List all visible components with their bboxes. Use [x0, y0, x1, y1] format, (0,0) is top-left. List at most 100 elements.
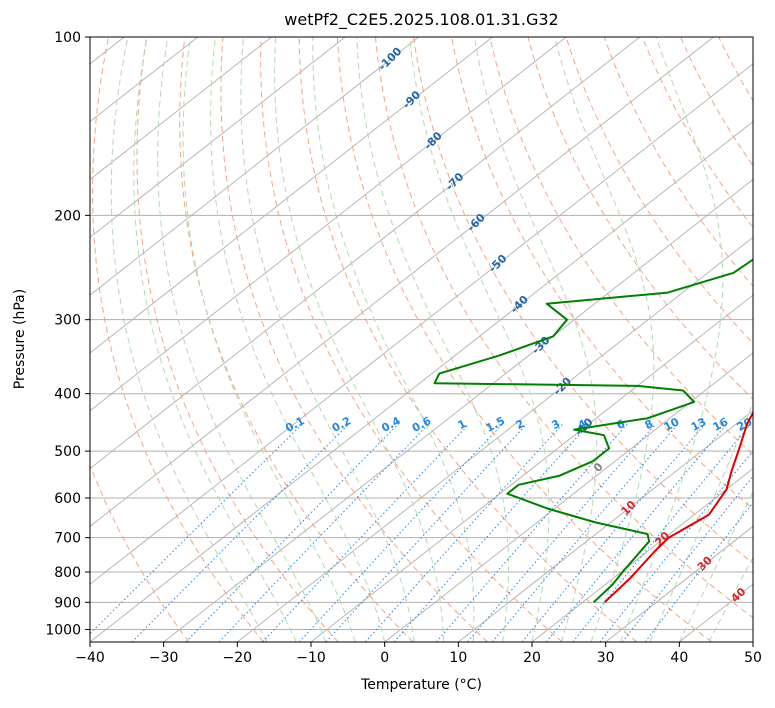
moist-adiabat-line — [649, 401, 753, 642]
isotherm-line — [90, 37, 420, 296]
mixing-ratio-label: 1 — [456, 417, 469, 432]
moist-adiabat-label: 20 — [652, 529, 672, 549]
mixing-ratio-label: 0.4 — [379, 414, 403, 435]
isotherm-line — [90, 37, 199, 123]
mixing-ratio-line — [393, 423, 590, 642]
mixing-ratio-label: 6 — [614, 417, 627, 432]
moist-adiabat-line — [708, 556, 753, 642]
temperature-profile-line — [603, 410, 753, 604]
isotherm-label: -90 — [400, 88, 423, 111]
y-tick-label: 500 — [54, 444, 81, 460]
mixing-ratio-line — [131, 423, 350, 642]
mixing-ratio-line — [545, 423, 728, 642]
y-tick-label: 900 — [54, 595, 81, 611]
x-tick-label: −40 — [75, 650, 105, 666]
dry-adiabat-line — [375, 37, 753, 619]
isotherm-line — [90, 37, 567, 412]
isotherm-line — [90, 37, 714, 527]
dry-adiabat-line — [336, 37, 713, 642]
isotherm-line — [90, 121, 753, 642]
mixing-ratio-label: 13 — [689, 415, 709, 434]
mixing-ratio-line — [364, 423, 564, 642]
y-tick-label: 1000 — [45, 622, 81, 638]
axis-ticks: −40 −30 −20 −10 0 10 20 30 40 5010020030040050060… — [45, 30, 762, 666]
moist-adiabat-line — [157, 37, 327, 642]
isotherm-line — [531, 467, 753, 642]
isotherm-label: -40 — [508, 293, 531, 316]
isotherm-line — [384, 352, 753, 642]
isotherm-line — [90, 37, 272, 181]
moist-adiabat-line — [240, 37, 415, 642]
dry-adiabat-line — [220, 37, 488, 642]
dry-adiabat-line — [757, 37, 775, 642]
mixing-ratio-label: 16 — [711, 415, 731, 434]
mixing-ratio-label: 25 — [759, 415, 775, 434]
moist-adiabat-line — [182, 37, 356, 642]
mixing-ratio-label: 2 — [514, 417, 527, 432]
mixing-ratio-line — [218, 423, 430, 642]
isotherm-label: -100 — [376, 44, 405, 73]
dewpoint-profile-line — [433, 258, 753, 604]
dry-adiabat-line — [92, 37, 264, 642]
dry-adiabat-line — [680, 37, 753, 167]
chart-title: wetPf2_C2E5.2025.108.01.31.G32 — [284, 10, 559, 29]
isotherm-line — [605, 525, 753, 642]
x-axis-label: Temperature (°C) — [361, 677, 482, 693]
moist-adiabat-line — [554, 37, 655, 642]
dry-adiabat-line — [298, 37, 638, 642]
plot-frame — [89, 36, 754, 643]
moist-adiabat-line — [619, 37, 724, 642]
y-axis-label: Pressure (hPa) — [12, 288, 28, 390]
line-labels: 0.10.20.40.611.52346810131620253036-100-… — [283, 44, 775, 605]
dry-adiabat-line — [136, 37, 339, 642]
isotherm-line — [90, 37, 641, 470]
moist-adiabat-line — [473, 37, 598, 642]
moist-adiabat-line — [210, 37, 386, 642]
dry-adiabat-line — [489, 37, 753, 456]
isotherm-line — [90, 37, 493, 354]
isotherm-line — [237, 236, 753, 642]
y-tick-label: 200 — [54, 208, 81, 224]
mixing-ratio-line — [467, 423, 656, 642]
moist-adiabat-line — [312, 37, 475, 642]
isotherm-line — [163, 178, 753, 642]
isotherm-line — [752, 641, 753, 642]
dry-adiabat-line — [413, 37, 753, 564]
dry-adiabat-line — [179, 37, 414, 642]
isotherm-line — [90, 63, 753, 585]
y-tick-label: 100 — [54, 30, 81, 46]
moist-adiabat-line — [110, 37, 268, 642]
mixing-ratio-label: 3 — [549, 417, 562, 432]
x-tick-label: 40 — [670, 650, 688, 666]
mixing-ratio-line — [599, 450, 753, 642]
background-lines — [90, 37, 775, 642]
mixing-ratio-label: 1.5 — [484, 414, 507, 435]
dry-adiabat-line — [527, 37, 753, 400]
mixing-ratio-line — [521, 423, 706, 642]
moist-adiabat-label: 10 — [619, 498, 639, 518]
isotherm-label: -80 — [422, 129, 445, 152]
x-tick-label: 50 — [744, 650, 762, 666]
y-tick-label: 300 — [54, 313, 81, 329]
dry-adiabat-line — [718, 37, 753, 102]
moist-adiabat-line — [274, 37, 445, 642]
mixing-ratio-line — [262, 423, 470, 642]
isotherm-label: -20 — [551, 374, 574, 397]
moist-adiabat-label: 30 — [695, 553, 715, 573]
y-tick-label: 600 — [54, 491, 81, 507]
x-tick-label: −10 — [296, 650, 326, 666]
isotherm-label: -60 — [465, 211, 488, 234]
x-tick-label: 30 — [597, 650, 615, 666]
isotherm-label: -70 — [443, 170, 466, 193]
mixing-ratio-label: 0.2 — [330, 414, 353, 435]
isotherm-line — [458, 410, 753, 642]
moist-adiabat-line — [133, 37, 297, 642]
dry-adiabat-line — [90, 463, 190, 642]
moist-adiabat-line — [678, 490, 753, 642]
moist-adiabat-line — [409, 37, 550, 642]
x-tick-label: 0 — [380, 650, 389, 666]
dry-adiabat-line — [260, 37, 563, 642]
mixing-ratio-line — [325, 423, 528, 642]
dry-adiabat-line — [565, 37, 753, 345]
